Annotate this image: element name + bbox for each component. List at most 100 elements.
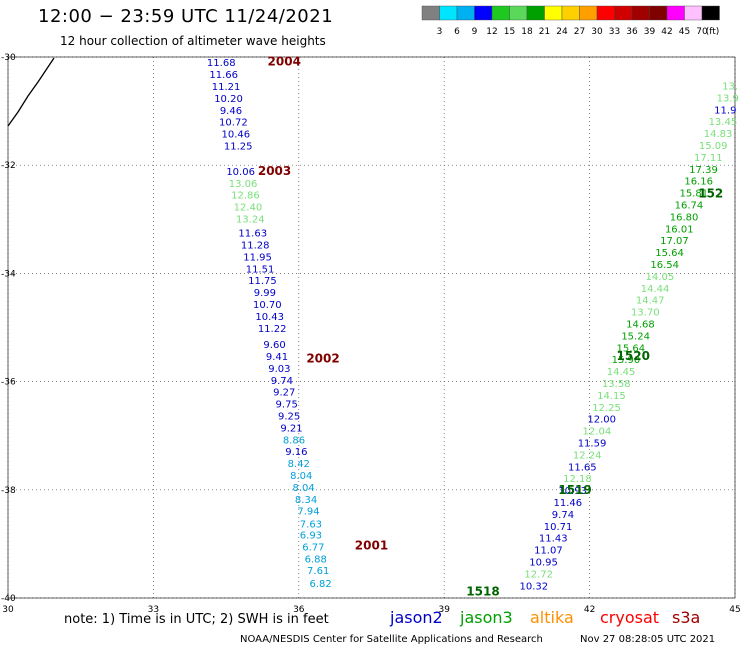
swh-value: 8.86: [283, 435, 305, 446]
satellite-jason2: jason2: [390, 608, 443, 627]
swh-value: 14.83: [704, 129, 733, 140]
swh-value: 11.63: [238, 229, 267, 240]
legend-label: 42: [661, 27, 672, 37]
map-grid: [7, 56, 736, 599]
swh-value: 15.64: [655, 248, 684, 259]
swh-value: 13.24: [236, 215, 265, 226]
swh-value: 14.15: [597, 391, 626, 402]
swh-value: 12.72: [524, 569, 553, 580]
swh-value: 15.09: [699, 141, 728, 152]
swh-value: 6.93: [300, 530, 322, 541]
swh-value: 9.74: [271, 376, 293, 387]
swh-value: 7.63: [300, 520, 322, 531]
x-tick-label: 36: [293, 605, 305, 615]
legend-swatch: [701, 5, 720, 21]
swh-value: 6.88: [305, 554, 327, 565]
satellite-altika: altika: [530, 608, 574, 627]
pass-id: 1520: [617, 349, 650, 363]
swh-value: 8.04: [290, 471, 312, 482]
swh-value: 11.21: [212, 82, 241, 93]
swh-value: 12.25: [592, 403, 621, 414]
swh-value: 12.18: [563, 474, 592, 485]
x-tick-label: 30: [2, 605, 14, 615]
pass-id: 2002: [306, 352, 339, 366]
footer-timestamp: Nov 27 08:28:05 UTC 2021: [580, 634, 716, 645]
y-tick-label: -38: [1, 486, 16, 496]
legend-label: 3: [437, 27, 443, 37]
y-tick-label: -40: [1, 594, 16, 604]
swh-value: 13.70: [631, 308, 660, 319]
x-tick-label: 42: [584, 605, 595, 615]
swh-value: 9.16: [285, 447, 307, 458]
swh-value: 10.95: [529, 558, 558, 569]
swh-value: 8.42: [288, 459, 310, 470]
swh-value: 12.86: [231, 191, 260, 202]
swh-value: 9.74: [552, 510, 574, 521]
y-tick-label: -30: [1, 53, 16, 63]
y-tick-label: -32: [1, 161, 16, 171]
swh-value: 9.21: [280, 423, 302, 434]
swh-value: 10.93: [558, 486, 587, 497]
swh-value: 13.06: [229, 179, 258, 190]
swh-value: 11.46: [553, 498, 582, 509]
swh-value: 17.39: [689, 165, 718, 176]
swh-value: 11.22: [258, 324, 287, 335]
legend-label: 12: [486, 27, 497, 37]
swh-value: 11.95: [243, 252, 272, 263]
swh-value: 14.68: [626, 320, 655, 331]
swh-value: 14.44: [641, 284, 670, 295]
swh-value: 11.9: [714, 105, 736, 116]
swh-value: 16.74: [675, 200, 704, 211]
legend-label: 21: [539, 27, 550, 37]
footer-credit: NOAA/NESDIS Center for Satellite Applica…: [240, 634, 543, 645]
swh-value: 11.43: [539, 534, 568, 545]
color-scale-legend: 3 6 9 12 15 18 21 24 27 30 33 36 39 42 45 70(ft): [421, 5, 720, 37]
swh-value: 9.41: [266, 352, 288, 363]
pass-id: 2004: [268, 55, 301, 69]
swh-value: 16.54: [650, 260, 679, 271]
satellite-jason3: jason3: [460, 608, 513, 627]
swh-value: 9.60: [263, 340, 285, 351]
swh-value: 8.04: [293, 483, 315, 494]
legend-label: 24: [556, 27, 568, 37]
swh-value: 7.94: [297, 507, 319, 518]
swh-value: 12.00: [587, 415, 616, 426]
pass-id: 1518: [466, 584, 499, 598]
swh-value: 17.11: [694, 153, 723, 164]
axis-ticks: 30 33 36 39 42 45 -30 -32 -34 -36 -38 -40: [1, 53, 740, 615]
x-tick-label: 39: [438, 605, 450, 615]
swh-value: 14.05: [646, 272, 675, 283]
swh-value: 10.43: [255, 312, 284, 323]
legend-label: 30: [591, 27, 603, 37]
pass-id: 2001: [355, 538, 388, 552]
satellite-s3a: s3a: [672, 608, 701, 627]
legend-label: 39: [644, 27, 656, 37]
legend-label: 9: [472, 27, 478, 37]
swh-value: 16.16: [684, 177, 713, 188]
swh-value: 6.82: [309, 579, 331, 590]
swh-value: 8.34: [295, 495, 317, 506]
swh-value: 7.61: [307, 566, 329, 577]
swh-value: 12.24: [573, 450, 602, 461]
swh-value: 11.65: [568, 462, 597, 473]
satellite-cryosat: cryosat: [600, 608, 660, 627]
swh-value: 10.46: [221, 130, 250, 141]
swh-value: 14.45: [607, 367, 636, 378]
swh-value: 16.80: [670, 212, 699, 223]
swh-value: 11.28: [241, 241, 270, 252]
y-tick-label: -36: [1, 378, 16, 388]
swh-value: 13.45: [709, 117, 738, 128]
pass-id: 152: [698, 187, 723, 201]
swh-value: 9.46: [220, 106, 242, 117]
x-tick-label: 45: [729, 605, 740, 615]
swh-value: 6.77: [302, 542, 324, 553]
legend-label: 6: [454, 27, 460, 37]
swh-value: 10.71: [544, 522, 573, 533]
swh-value: 10.70: [253, 300, 282, 311]
swh-value: 9.25: [278, 411, 300, 422]
swh-value: 11.59: [578, 439, 607, 450]
coastline: [7, 57, 55, 127]
legend-label: 18: [521, 27, 533, 37]
